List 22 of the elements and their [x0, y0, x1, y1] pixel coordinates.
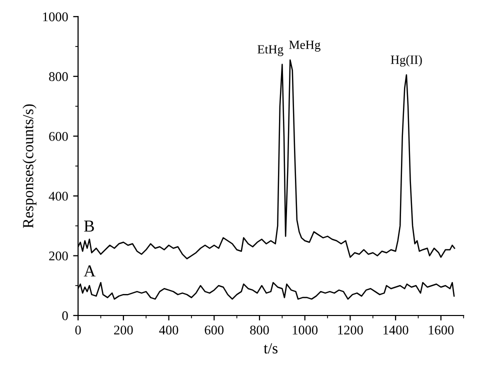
x-tick-label: 600: [204, 326, 224, 335]
y-tick-label: 400: [48, 192, 68, 201]
y-tick-label: 200: [49, 252, 68, 260]
x-tick-label: 1200: [338, 326, 363, 335]
series-label: A: [84, 265, 96, 276]
x-tick-label: 0: [75, 326, 81, 335]
x-tick-label: 1400: [384, 326, 408, 335]
annotation: MeHg: [289, 40, 320, 52]
x-tick-label: 400: [159, 326, 178, 335]
annotation: Hg(II): [390, 55, 422, 67]
x-tick-label: 200: [114, 326, 133, 335]
series-label: B: [84, 220, 94, 232]
annotation: EtHg: [258, 45, 284, 56]
y-axis-title: Responses(counts/s): [22, 104, 36, 228]
y-tick-label: 1000: [43, 12, 68, 22]
y-tick-label: 600: [49, 132, 68, 141]
x-tick-label: 1000: [292, 326, 318, 335]
x-tick-label: 800: [250, 326, 269, 335]
x-axis-title: t/s: [264, 343, 278, 354]
x-tick-label: 1600: [428, 326, 454, 335]
y-tick-label: 800: [49, 72, 68, 82]
y-tick-label: 0: [62, 311, 68, 320]
